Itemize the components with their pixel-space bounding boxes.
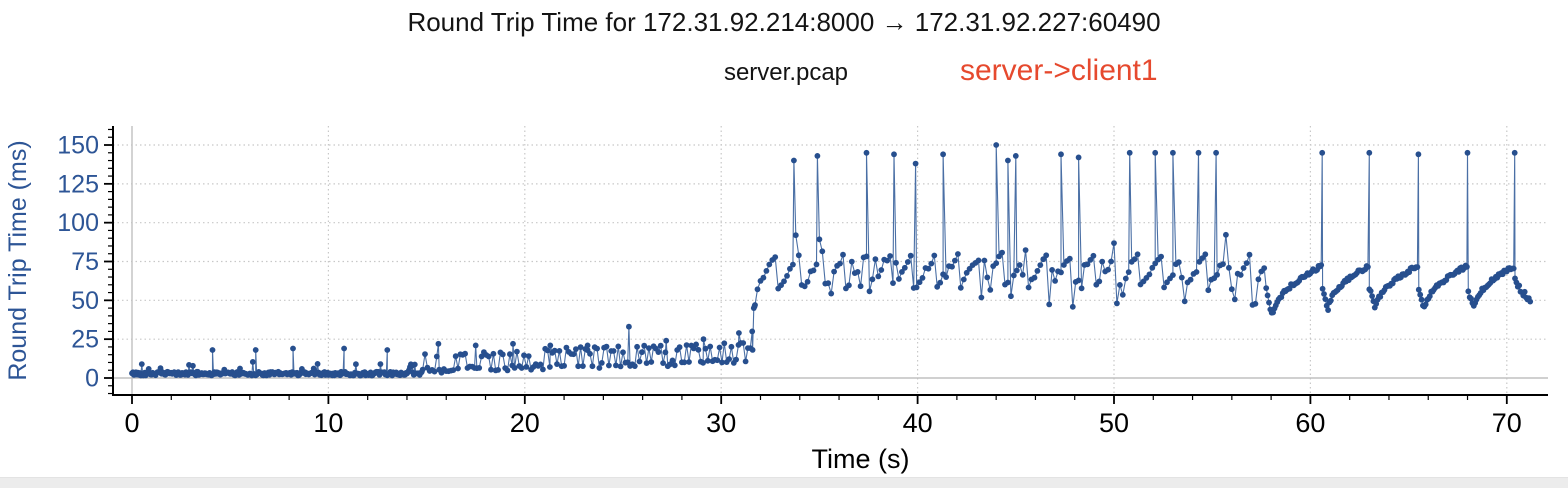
x-tick-label: 10	[313, 408, 343, 438]
chart-title: Round Trip Time for 172.31.92.214:8000 →…	[407, 7, 1161, 37]
capture-file-label: server.pcap	[723, 59, 849, 86]
tick-marks: 0 10 20 30 40 50 60 70 0 25 50 75 100 125 150	[57, 128, 1522, 438]
y-tick-label: 150	[57, 132, 99, 160]
x-tick-label: 0	[124, 408, 139, 438]
x-tick-label: 40	[903, 408, 933, 438]
x-tick-label: 20	[510, 408, 540, 438]
x-tick-label: 60	[1295, 408, 1325, 438]
y-tick-label: 75	[71, 248, 99, 276]
rtt-line	[131, 144, 1531, 378]
y-tick-label: 125	[57, 170, 99, 198]
rtt-markers	[129, 142, 1534, 379]
axes	[112, 126, 1548, 396]
bottom-strip	[0, 477, 1568, 488]
y-tick-label: 0	[85, 365, 99, 393]
x-axis-title: Time (s)	[812, 444, 910, 474]
y-tick-label: 50	[71, 287, 99, 315]
flow-direction-label: server->client1	[960, 54, 1158, 87]
rtt-series	[129, 142, 1534, 379]
gridlines	[113, 126, 1548, 394]
x-tick-label: 50	[1099, 408, 1129, 438]
y-tick-label: 25	[71, 326, 99, 354]
x-tick-label: 30	[706, 408, 736, 438]
y-tick-label: 100	[57, 209, 99, 237]
x-tick-label: 70	[1492, 408, 1522, 438]
y-axis-title: Round Trip Time (ms)	[4, 140, 32, 380]
